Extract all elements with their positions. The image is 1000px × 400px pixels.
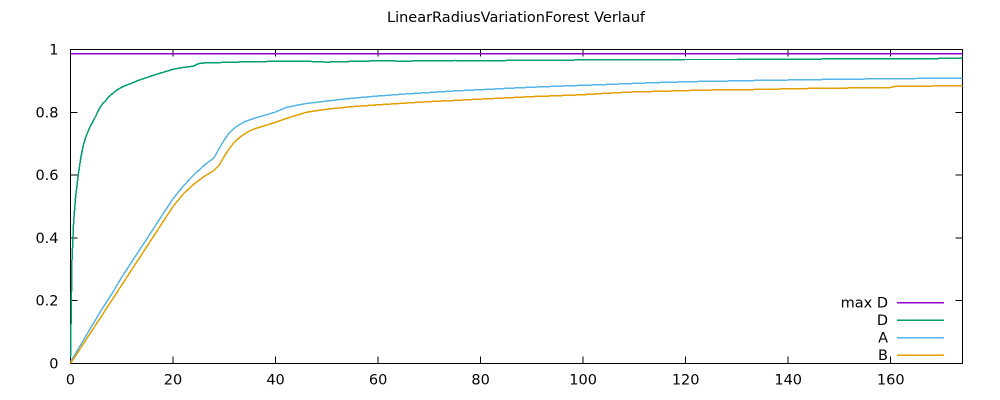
series-line-B [69, 85, 963, 364]
x-tick-label: 40 [266, 373, 284, 389]
y-tick-label: 0.6 [35, 168, 58, 184]
x-tick-label: 160 [877, 373, 905, 389]
y-tick-label: 1 [49, 43, 58, 59]
legend-label-D: D [877, 313, 888, 329]
x-tick-label: 120 [672, 373, 700, 389]
x-tick-label: 0 [66, 373, 75, 389]
chart-title: LinearRadiusVariationForest Verlauf [387, 10, 646, 26]
legend-label-max-D: max D [841, 296, 888, 312]
x-tick-label: 140 [774, 373, 802, 389]
series-line-A [69, 77, 963, 363]
x-tick-label: 20 [164, 373, 182, 389]
plot-border [70, 49, 963, 364]
x-tick-label: 80 [471, 373, 489, 389]
legend-label-A: A [878, 331, 888, 347]
series-line-D [69, 57, 963, 358]
y-tick-label: 0.8 [35, 105, 58, 121]
y-tick-label: 0 [49, 357, 58, 373]
y-tick-label: 0.2 [35, 294, 58, 310]
legend-label-B: B [878, 348, 888, 364]
x-tick-label: 60 [369, 373, 387, 389]
x-tick-label: 100 [569, 373, 597, 389]
y-tick-label: 0.4 [35, 231, 58, 247]
